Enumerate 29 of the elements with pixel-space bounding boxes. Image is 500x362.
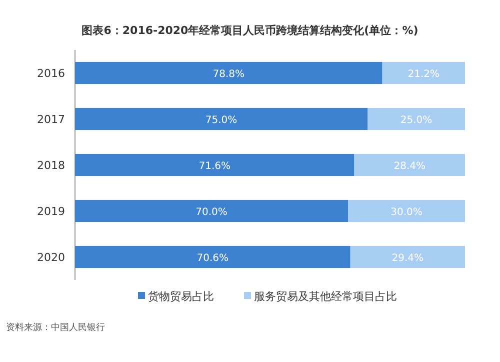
bar	[75, 200, 348, 222]
bar	[382, 62, 465, 84]
legend-label: 货物贸易占比	[148, 290, 214, 303]
data-label: 78.8%	[212, 69, 245, 80]
y-tick-label: 2016	[37, 67, 65, 80]
text: 资料来源：中国人民银行	[6, 322, 105, 333]
data-label: 75.0%	[205, 115, 238, 126]
bar	[350, 246, 465, 268]
data-label: 70.0%	[196, 207, 228, 218]
y-tick-label: 2018	[37, 159, 65, 172]
y-tick-label: 2019	[37, 205, 65, 218]
bar	[354, 154, 465, 176]
bar	[368, 108, 465, 130]
bar	[75, 62, 382, 84]
bar	[75, 246, 350, 268]
data-label: 30.0%	[390, 207, 422, 218]
data-label: 70.6%	[196, 253, 229, 264]
y-tick-label: 2020	[37, 251, 65, 264]
bar	[348, 200, 465, 222]
data-label: 28.4%	[394, 161, 426, 172]
y-tick-label: 2017	[37, 113, 65, 126]
data-label: 25.0%	[400, 115, 432, 126]
bar	[75, 154, 354, 176]
bar	[75, 108, 368, 130]
data-label: 71.6%	[198, 161, 231, 172]
data-label: 29.4%	[392, 253, 424, 264]
chart-title: 图表6：2016-2020年经常项目人民币跨境结算结构变化(单位：%)	[82, 24, 418, 37]
legend-label: 服务贸易及其他经常项目占比	[254, 290, 397, 303]
data-label: 21.2%	[408, 69, 440, 80]
